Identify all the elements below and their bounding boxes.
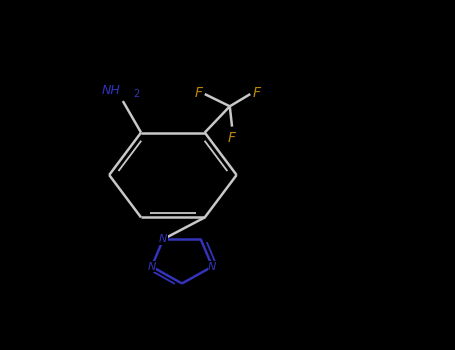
Text: F: F [194,86,202,100]
Text: F: F [228,131,236,145]
Text: N: N [147,261,156,272]
Text: 2: 2 [133,89,139,99]
Text: NH: NH [102,84,121,97]
Text: N: N [208,261,217,272]
Text: F: F [253,86,261,100]
Text: N: N [159,234,167,244]
